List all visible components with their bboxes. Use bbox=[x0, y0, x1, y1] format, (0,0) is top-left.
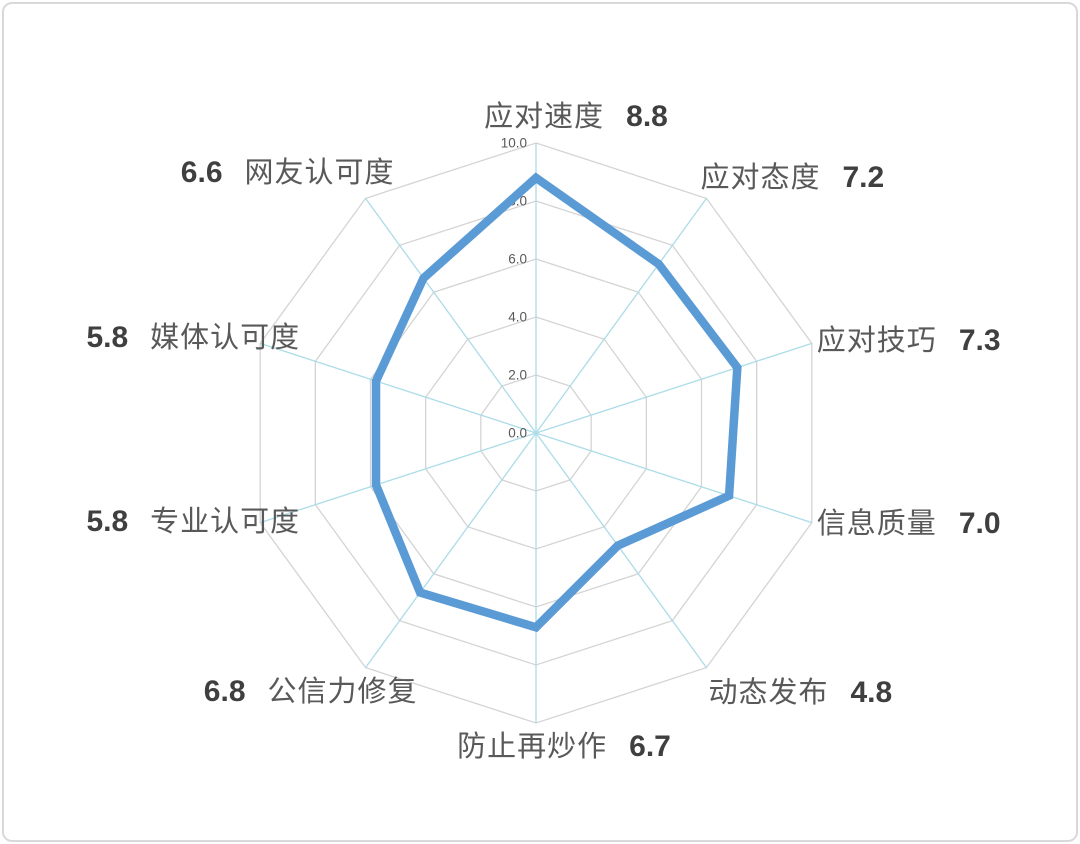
axis-label: 信息质量 7.0 bbox=[816, 506, 1001, 540]
axis-value-text: 7.0 bbox=[958, 506, 1001, 540]
axis-value-text: 6.6 bbox=[180, 156, 223, 190]
axis-value-text: 4.8 bbox=[850, 675, 893, 709]
axis-value-text: 7.2 bbox=[842, 161, 885, 195]
axis-category-text: 公信力修复 bbox=[267, 675, 418, 708]
axis-spoke bbox=[535, 432, 813, 524]
axis-label: 5.8 媒体认可度 bbox=[86, 323, 300, 353]
axis-value-text: 7.3 bbox=[958, 324, 1001, 358]
axis-category-text: 网友认可度 bbox=[244, 157, 395, 190]
axis-spoke bbox=[365, 432, 537, 668]
axis-category-text: 媒体认可度 bbox=[150, 322, 301, 355]
axis-category-text: 信息质量 bbox=[816, 507, 937, 540]
axis-spoke bbox=[535, 432, 707, 668]
axis-spoke bbox=[259, 432, 537, 524]
radial-tick-label: 2.0 bbox=[508, 368, 527, 383]
radial-tick-label: 4.0 bbox=[508, 310, 527, 325]
axis-spoke bbox=[365, 198, 537, 434]
axis-category-text: 动态发布 bbox=[708, 676, 829, 709]
axis-label: 应对态度 7.2 bbox=[700, 163, 884, 193]
axis-value-text: 6.7 bbox=[629, 730, 671, 763]
axis-label: 6.8 公信力修复 bbox=[203, 674, 418, 708]
axis-value-text: 8.8 bbox=[626, 100, 668, 133]
axis-spoke bbox=[535, 198, 707, 434]
radial-tick-label: 6.0 bbox=[508, 252, 527, 267]
axis-spoke bbox=[535, 342, 813, 434]
axis-category-text: 应对技巧 bbox=[816, 325, 937, 358]
axis-category-text: 防止再炒作 bbox=[457, 731, 608, 763]
axis-spoke bbox=[259, 342, 537, 434]
axis-value-text: 6.8 bbox=[203, 674, 246, 708]
axis-value-text: 5.8 bbox=[86, 321, 129, 355]
axis-label: 防止再炒作 6.7 bbox=[457, 732, 671, 762]
radial-tick-label: 10.0 bbox=[501, 136, 527, 151]
axis-label: 应对技巧 7.3 bbox=[817, 326, 1001, 356]
axis-category-text: 专业认可度 bbox=[150, 505, 301, 538]
axis-category-text: 应对速度 bbox=[484, 101, 605, 133]
axis-label: 5.8 专业认可度 bbox=[86, 504, 301, 538]
axis-category-text: 应对态度 bbox=[700, 162, 821, 195]
axis-label: 动态发布 4.8 bbox=[708, 675, 893, 709]
axis-label: 应对速度 8.8 bbox=[484, 102, 668, 132]
radial-tick-label: 0.0 bbox=[508, 426, 527, 441]
axis-label: 6.6 网友认可度 bbox=[181, 158, 395, 188]
axis-value-text: 5.8 bbox=[86, 504, 129, 538]
data-series-line bbox=[371, 172, 742, 633]
